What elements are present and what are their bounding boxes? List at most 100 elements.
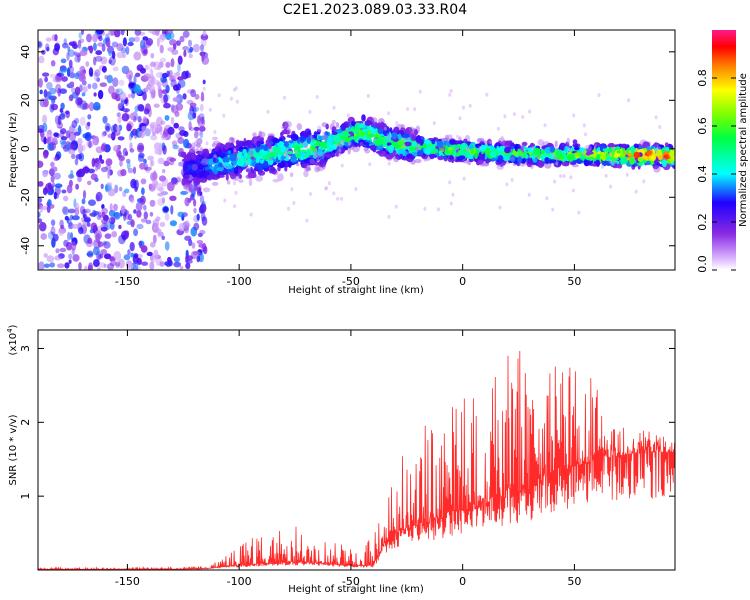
spectrogram-cell — [654, 149, 658, 154]
spectrogram-cell — [555, 161, 559, 166]
spectrogram-cell — [46, 46, 50, 52]
spectrogram-cell — [199, 147, 204, 156]
spectrogram-cell — [103, 263, 107, 268]
spectrogram-cell — [190, 110, 194, 115]
spectrogram-cell — [103, 241, 111, 249]
spectrogram-cell — [449, 155, 454, 160]
spectrogram-cell — [621, 143, 627, 149]
spectrogram-cell — [416, 143, 421, 152]
spectrogram-cell — [504, 146, 511, 154]
spectrogram-cell — [290, 187, 294, 192]
spectrogram-cell — [42, 114, 48, 124]
spectrogram-cell — [68, 259, 72, 264]
spectrogram-cell — [521, 158, 526, 164]
x-tick-label: -150 — [115, 575, 140, 588]
spectrogram-cell — [170, 205, 174, 215]
spectrogram-cell — [77, 138, 83, 146]
spectrogram-cell — [517, 148, 521, 153]
spectrogram-cell — [163, 94, 168, 104]
spectrogram-cell — [38, 181, 44, 187]
spectrogram-cell — [84, 265, 88, 270]
spectrogram-cell — [167, 47, 175, 52]
spectrogram-cell — [496, 126, 500, 131]
spectrogram-cell — [642, 179, 646, 184]
spectrogram-cell — [129, 197, 135, 204]
spectrogram-cell — [78, 262, 82, 270]
spectrogram-cell — [192, 43, 200, 53]
spectrogram-cell — [571, 188, 575, 193]
spectrogram-cell — [229, 136, 234, 141]
spectrogram-cell — [107, 188, 116, 197]
spectrogram-cell — [59, 88, 67, 94]
spectrogram-cell — [306, 136, 311, 144]
spectrogram-cell — [159, 33, 167, 41]
spectrogram-cell — [434, 152, 440, 156]
spectrogram-cell — [79, 116, 86, 126]
spectrogram-cell — [77, 144, 83, 154]
spectrogram-cell — [287, 161, 291, 168]
spectrogram-cell — [134, 179, 139, 190]
colorbar-ticks: 0.0 0.2 0.4 0.6 0.8 — [696, 69, 736, 273]
spectrogram-cell — [608, 152, 612, 157]
spectrogram-cell — [315, 95, 319, 99]
spectrogram-cell — [142, 36, 149, 41]
spectrogram-cell — [479, 144, 487, 152]
spectrogram-cell — [306, 159, 312, 164]
spectrogram-cell — [262, 160, 269, 169]
spectrogram-cell — [249, 145, 253, 149]
spectrogram-cell — [282, 121, 289, 130]
spectrogram-cell — [156, 37, 160, 47]
spectrogram-cell — [335, 122, 340, 128]
spectrogram-cell — [107, 133, 116, 139]
spectrogram-cell — [441, 137, 450, 142]
spectrogram-cell — [340, 130, 349, 138]
spectrogram-cell — [95, 146, 104, 154]
spectrogram-cell — [88, 140, 92, 149]
spectrogram-cell — [108, 30, 116, 36]
spectrogram-cell — [150, 183, 157, 190]
spectrogram-cell — [108, 59, 112, 65]
spectrogram-cell — [119, 186, 123, 192]
spectrogram-cell — [105, 158, 113, 167]
snr-x-axis-label: Height of straight line (km) — [288, 584, 424, 595]
snr-y-scale-suffix: ) — [8, 324, 19, 328]
spectrogram-cell — [363, 147, 369, 151]
spectrogram-cell — [331, 131, 338, 135]
spectrogram-cell — [107, 45, 114, 54]
spectrogram-cell — [154, 124, 162, 132]
spectrogram-cell — [169, 157, 177, 162]
spectrogram-cell — [155, 30, 160, 37]
spectrogram-cell — [125, 46, 130, 55]
spectrogram-cell — [175, 40, 181, 46]
spectrogram-cell — [274, 146, 282, 154]
spectrogram-cell — [77, 176, 82, 183]
spectrogram-cell — [97, 42, 105, 47]
spectrogram-cell — [49, 87, 57, 95]
spectrogram-cell — [94, 230, 102, 241]
spectrogram-cell — [46, 129, 53, 140]
spectrogram-cell — [331, 119, 336, 125]
spectrogram-cell — [336, 196, 340, 201]
spectrogram-cell — [289, 172, 294, 177]
spectrogram-cell — [149, 159, 153, 168]
spectrogram-cell — [245, 168, 251, 173]
spectrogram-cell — [196, 138, 203, 145]
spectrogram-cell — [189, 46, 194, 53]
spectrogram-cell — [179, 35, 185, 43]
spectrogram-panel: -150 -100 -50 0 50 -40 -20 0 20 40 Height of str… — [8, 29, 676, 296]
spectrogram-cell — [255, 175, 264, 182]
spectrogram-cell — [127, 41, 134, 47]
spectrogram-cell — [163, 160, 170, 167]
spectrogram-cell — [39, 89, 43, 95]
spectrogram-cell — [142, 91, 147, 101]
spectrogram-cell — [115, 261, 121, 267]
spectrogram-cell — [55, 193, 59, 199]
spectrogram-cell — [196, 255, 201, 263]
spectrogram-cell — [263, 145, 269, 151]
y-tick-label: 40 — [19, 45, 32, 59]
spectrogram-cell — [182, 93, 187, 100]
spectrogram-cell — [133, 209, 137, 214]
spectrogram-cell — [159, 261, 165, 267]
spectrogram-cell — [61, 42, 69, 49]
